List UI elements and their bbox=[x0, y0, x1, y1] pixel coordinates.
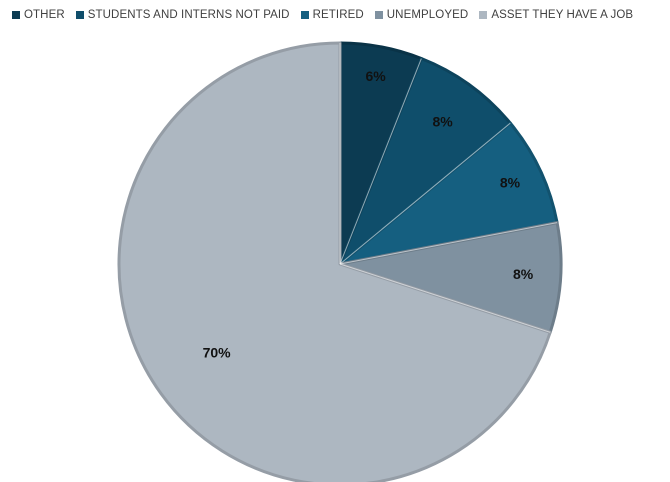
pie-slice-retired bbox=[338, 121, 559, 266]
data-label-unemployed: 8% bbox=[513, 266, 534, 282]
legend-label-retired: RETIRED bbox=[312, 9, 364, 21]
slice-separator bbox=[339, 58, 422, 265]
legend-label-unemployed: UNEMPLOYED bbox=[386, 9, 469, 21]
legend-item-other: OTHER bbox=[12, 9, 65, 21]
legend-item-unemployed: UNEMPLOYED bbox=[374, 9, 469, 21]
data-label-asset-they-have-a-job: 70% bbox=[203, 344, 232, 360]
legend-swatch-asset-they-have-a-job bbox=[479, 11, 488, 19]
pie-slice-students-and-interns-not-paid bbox=[338, 57, 512, 266]
slice-separator bbox=[339, 222, 558, 265]
legend-label-other: OTHER bbox=[24, 9, 65, 21]
pie-data-labels: 6% 8% 8% 8% 70% bbox=[203, 68, 534, 360]
pie-slices bbox=[117, 41, 563, 482]
legend-label-students-and-interns-not-paid: STUDENTS AND INTERNS NOT PAID bbox=[87, 9, 290, 21]
legend-swatch-other bbox=[12, 11, 20, 19]
pie-slice-unemployed bbox=[338, 221, 563, 334]
data-label-other: 6% bbox=[365, 68, 386, 84]
legend-swatch-retired bbox=[300, 11, 309, 19]
legend-item-asset-they-have-a-job: ASSET THEY HAVE A JOB bbox=[479, 9, 633, 21]
slice-separator bbox=[339, 263, 551, 333]
data-label-students-and-interns-not-paid: 8% bbox=[432, 114, 453, 130]
legend-item-retired: RETIRED bbox=[300, 9, 364, 21]
pie-slice-asset-they-have-a-job bbox=[117, 41, 552, 482]
legend-label-asset-they-have-a-job: ASSET THEY HAVE A JOB bbox=[491, 9, 634, 21]
chart-legend: OTHER STUDENTS AND INTERNS NOT PAID RETI… bbox=[12, 9, 644, 21]
legend-swatch-unemployed bbox=[374, 11, 383, 19]
legend-item-students-and-interns-not-paid: STUDENTS AND INTERNS NOT PAID bbox=[75, 9, 290, 21]
slice-separator bbox=[339, 122, 511, 265]
legend-swatch-students-and-interns-not-paid bbox=[75, 11, 84, 19]
data-label-retired: 8% bbox=[500, 175, 521, 191]
